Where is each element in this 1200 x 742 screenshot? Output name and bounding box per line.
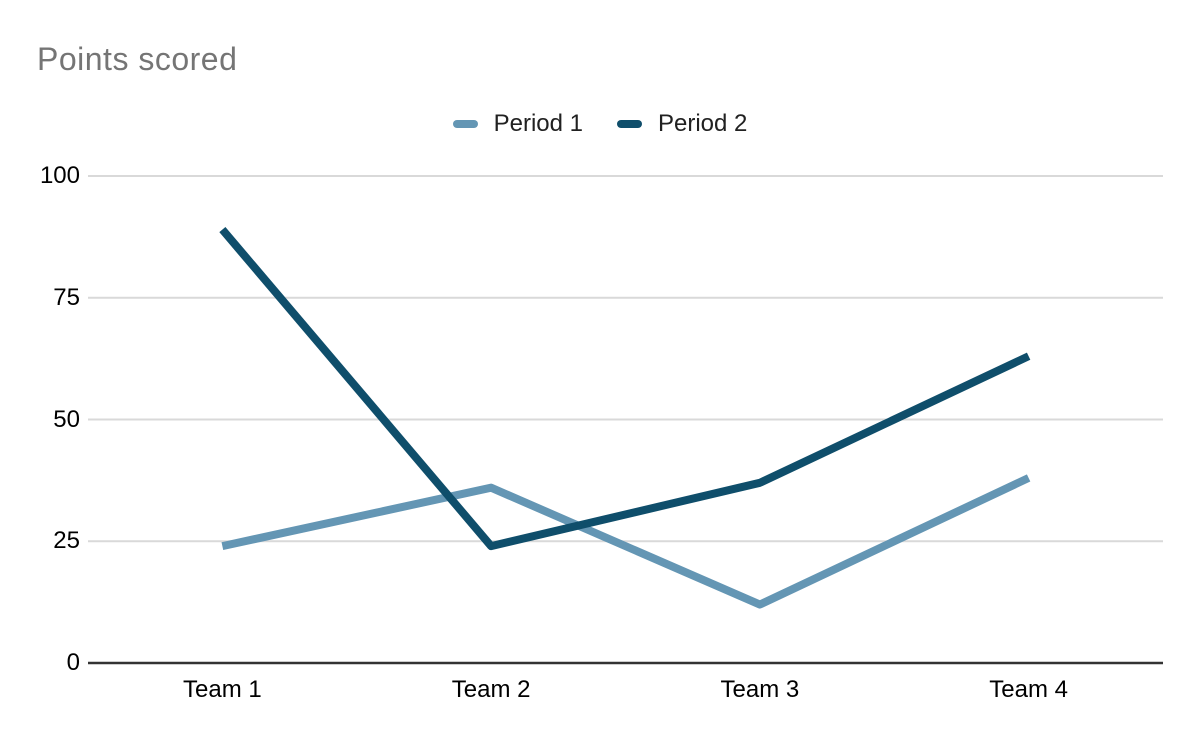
legend: Period 1 Period 2 [0, 108, 1200, 140]
chart-title: Points scored [37, 41, 238, 77]
legend-item-period-2: Period 2 [617, 110, 747, 138]
legend-swatch-period-2-icon [617, 120, 642, 128]
x-tick-label: Team 3 [720, 676, 800, 703]
series-line-period-2 [219, 226, 1031, 551]
y-tick-label: 0 [66, 649, 80, 676]
legend-item-period-1: Period 1 [452, 110, 583, 138]
legend-label-period-2: Period 2 [658, 110, 748, 137]
y-tick-label: 50 [53, 405, 80, 433]
legend-swatch-period-1-icon [452, 120, 478, 128]
y-tick-label: 75 [53, 283, 80, 311]
legend-label-period-1: Period 1 [493, 110, 583, 137]
x-tick-label: Team 4 [989, 676, 1068, 703]
x-tick-label: Team 1 [183, 676, 262, 703]
series-line-period-1 [221, 474, 1031, 609]
y-tick-label: 100 [39, 162, 80, 189]
x-tick-label: Team 2 [451, 676, 531, 703]
y-tick-label: 25 [53, 527, 80, 555]
